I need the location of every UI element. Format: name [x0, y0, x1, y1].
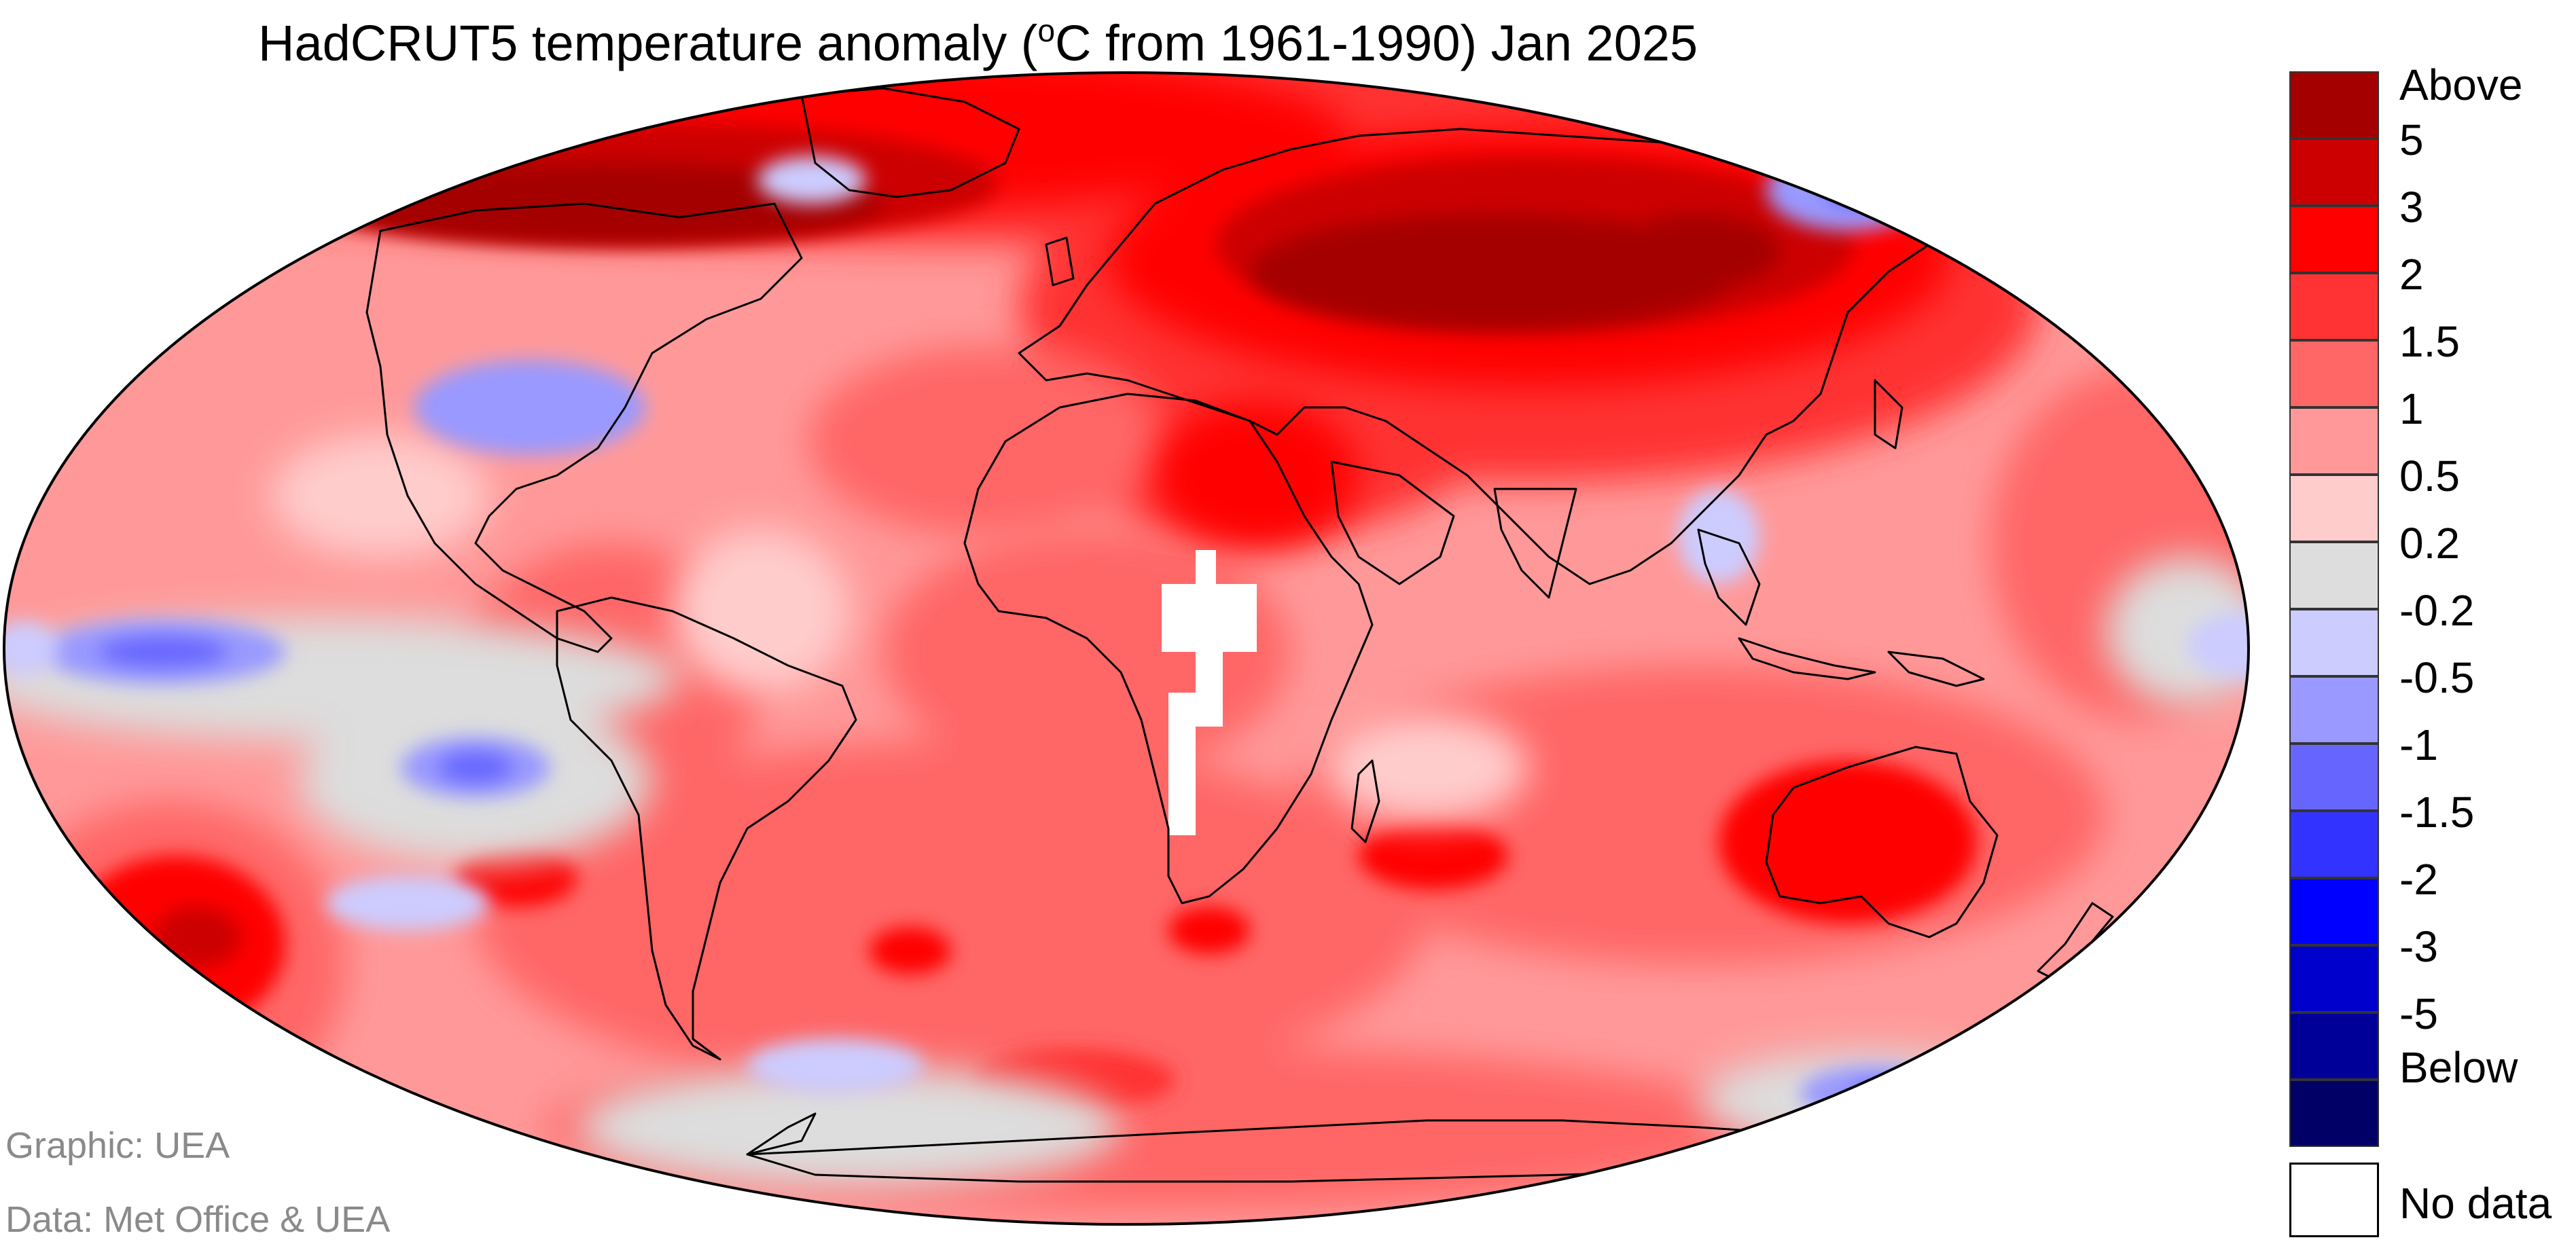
legend-label: -5	[2399, 989, 2438, 1038]
legend-label: 5	[2399, 115, 2424, 164]
legend-label-above: Above	[2399, 60, 2523, 109]
legend-label: 0.5	[2399, 452, 2460, 500]
legend-label: 3	[2399, 183, 2424, 232]
legend-label: -2	[2399, 855, 2438, 904]
graphic-credit: Graphic: UEA	[5, 1125, 230, 1166]
legend-swatch	[2289, 273, 2379, 340]
legend-swatch	[2289, 139, 2379, 206]
data-credit: Data: Met Office & UEA	[5, 1199, 391, 1240]
legend-label: -0.2	[2399, 586, 2475, 635]
no-data-swatch	[2289, 1163, 2379, 1237]
anomaly-field	[4, 73, 2249, 1224]
color-legend	[2289, 71, 2379, 1147]
legend-swatch	[2289, 340, 2379, 407]
map-title: HadCRUT5 temperature anomaly (oC from 19…	[258, 13, 1698, 71]
legend-swatch	[2289, 407, 2379, 475]
legend-swatch	[2289, 878, 2379, 945]
legend-swatch	[2289, 744, 2379, 811]
globe-outline	[3, 71, 2250, 1226]
no-data-region	[1162, 550, 1257, 835]
no-data-label: No data	[2399, 1179, 2552, 1228]
legend-label: 0.2	[2399, 519, 2460, 568]
legend-swatch	[2289, 542, 2379, 609]
legend-label: 1.5	[2399, 317, 2460, 366]
legend-swatch	[2289, 811, 2379, 878]
legend-label: -3	[2399, 922, 2438, 971]
legend-label: -1	[2399, 720, 2438, 769]
legend-swatch	[2289, 945, 2379, 1012]
legend-swatch	[2289, 475, 2379, 542]
legend-swatch	[2289, 1012, 2379, 1080]
legend-swatch	[2289, 71, 2379, 139]
legend-label: 1	[2399, 384, 2424, 433]
legend-swatch	[2289, 676, 2379, 744]
legend-label: 2	[2399, 250, 2424, 299]
legend-swatch	[2289, 1080, 2379, 1147]
legend-swatch	[2289, 609, 2379, 676]
legend-label: -1.5	[2399, 788, 2475, 837]
legend-label-below: Below	[2399, 1043, 2518, 1092]
legend-swatch	[2289, 206, 2379, 273]
coastlines	[365, 87, 2114, 1183]
legend-label: -0.5	[2399, 653, 2475, 702]
